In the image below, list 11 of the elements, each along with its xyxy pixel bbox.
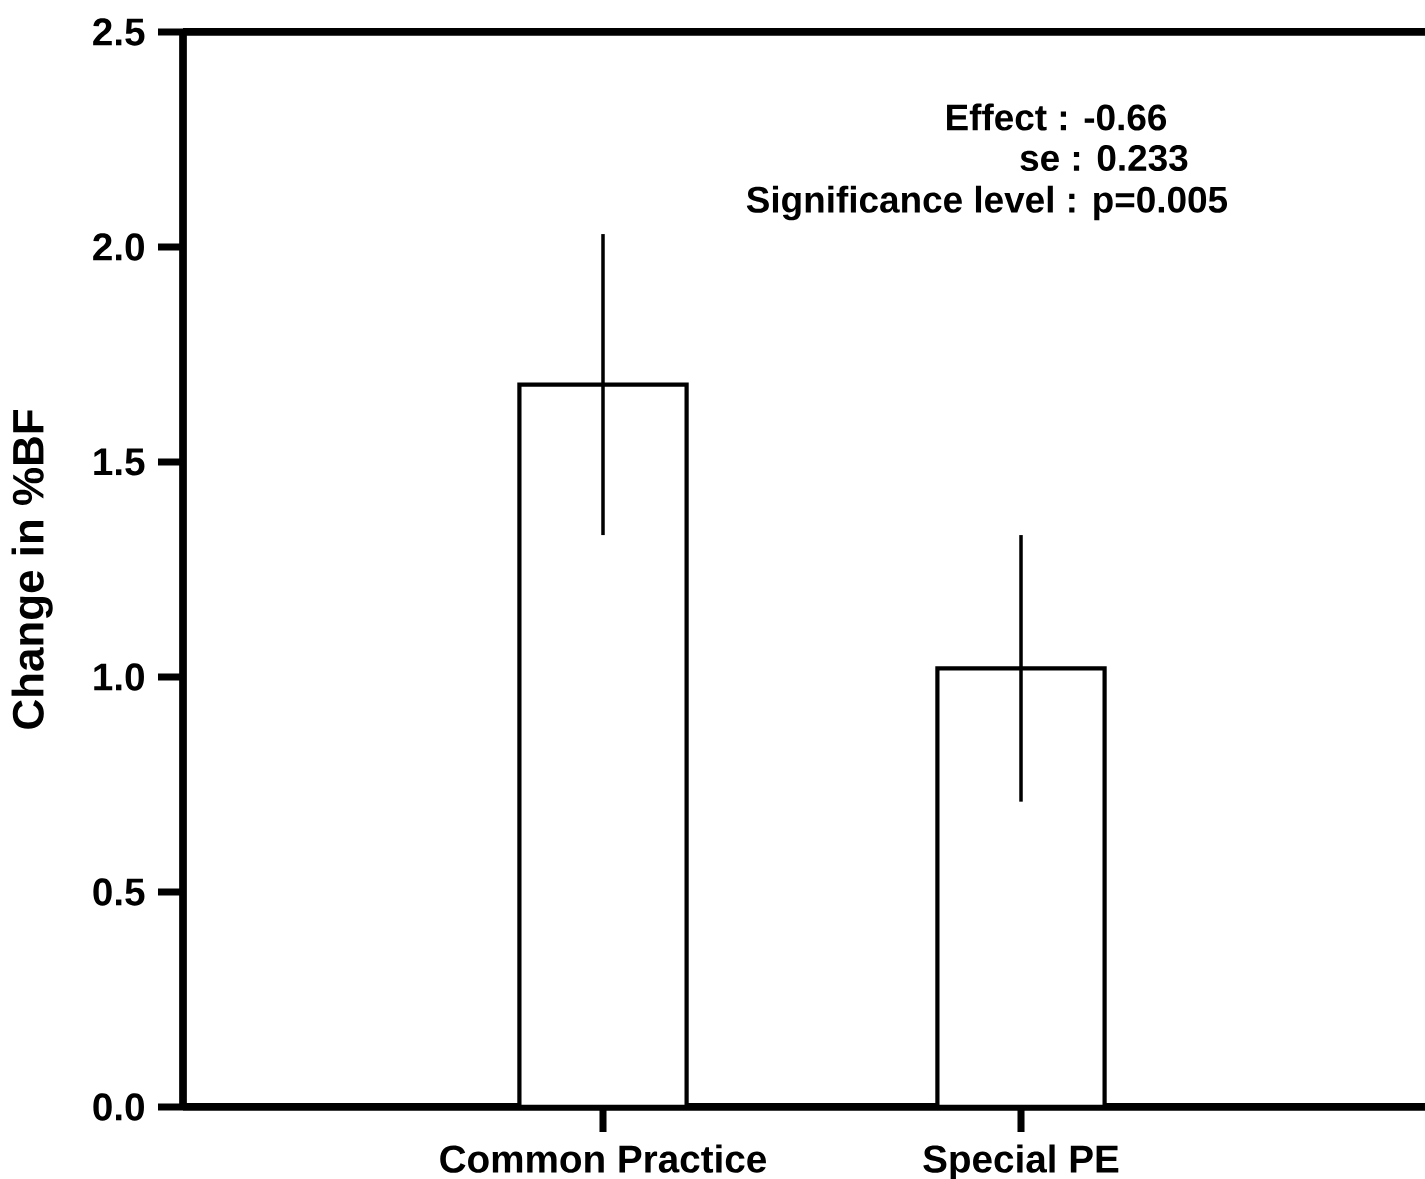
y-tick-label: 0.0 [93,1093,144,1121]
y-tick-label: 1.5 [94,448,145,476]
annotation: Significance level : p=0.005 [746,185,1228,221]
y-tick-label: 1.0 [94,663,144,691]
y-tick-label: 0.5 [93,878,145,906]
y-tick-label: 2.0 [93,233,144,261]
y-axis-title: Change in %BF [11,410,53,729]
annotation: Effect : -0.66 [947,103,1167,131]
x-tick-label: Common Practice [440,1144,766,1173]
annotation: se : 0.233 [1020,144,1188,172]
y-tick-label: 2.5 [93,18,145,46]
